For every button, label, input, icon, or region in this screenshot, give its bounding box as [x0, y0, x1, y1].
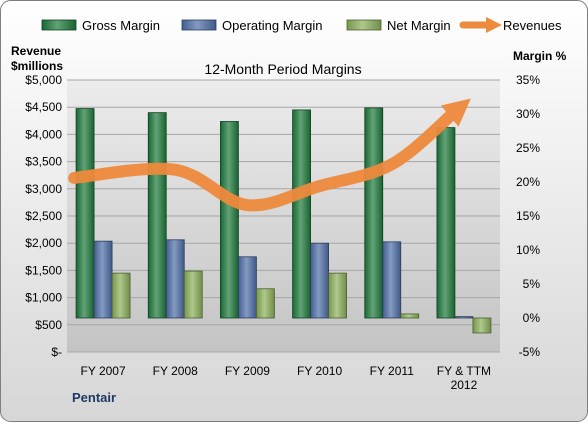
legend-label: Gross Margin: [82, 18, 160, 33]
right-tick-label: 30%: [516, 107, 540, 121]
legend-swatch: [181, 19, 217, 31]
left-axis-title-line-2: $millions: [11, 59, 63, 73]
category-label: FY 2011: [370, 364, 415, 378]
right-tick-label: 25%: [516, 141, 540, 155]
bar-operating-margin: [238, 256, 257, 319]
left-tick-label: $-: [51, 345, 62, 359]
bar-gross-margin: [75, 108, 95, 319]
bar-gross-margin: [220, 121, 239, 319]
bars: [75, 107, 492, 334]
company-label: Pentair: [72, 390, 116, 405]
bar-operating-margin: [310, 242, 329, 319]
left-tick-label: $2,500: [25, 209, 62, 223]
bar-net-margin: [183, 270, 203, 319]
bar-operating-margin: [382, 241, 402, 319]
left-tick-label: $1,000: [25, 291, 62, 305]
revenues-line: [68, 98, 471, 212]
category-label: FY 2009: [225, 364, 270, 378]
bar-gross-margin: [364, 107, 384, 319]
right-tick-label: 15%: [516, 209, 540, 223]
category-label: FY & TTM: [437, 364, 491, 378]
legend-swatch: [41, 19, 77, 31]
revenue-line: [68, 98, 471, 212]
bar-net-margin: [256, 288, 275, 319]
chart-title: 12-Month Period Margins: [204, 61, 361, 77]
right-tick-label: 5%: [523, 277, 541, 291]
category-label: FY 2008: [153, 364, 198, 378]
bar-operating-margin: [165, 239, 185, 319]
bar-gross-margin: [147, 112, 167, 319]
right-tick-label: 35%: [516, 73, 540, 87]
bar-net-margin: [111, 272, 131, 319]
bar-gross-margin: [292, 109, 311, 319]
bar-operating-margin: [454, 316, 474, 319]
left-tick-label: $500: [35, 318, 62, 332]
bar-net-margin: [328, 272, 347, 319]
legend-label: Operating Margin: [222, 18, 322, 33]
legend-label: Revenues: [503, 18, 562, 33]
left-tick-label: $4,000: [25, 127, 62, 141]
right-tick-label: 10%: [516, 243, 540, 257]
gridlines: [67, 79, 500, 353]
left-tick-label: $2,000: [25, 236, 62, 250]
left-tick-label: $5,000: [25, 73, 62, 87]
right-tick-label: -5%: [519, 345, 541, 359]
category-label: 2012: [451, 378, 478, 392]
legend: Gross Margin Operating Margin Net Margin Re…: [41, 16, 562, 34]
category-label: FY 2007: [81, 364, 126, 378]
bar-net-margin: [472, 317, 492, 334]
bar-gross-margin: [436, 127, 456, 319]
left-tick-label: $3,500: [25, 155, 62, 169]
legend-label: Net Margin: [387, 18, 451, 33]
legend-swatch: [346, 19, 382, 31]
category-label: FY 2010: [297, 364, 342, 378]
right-tick-label: 20%: [516, 175, 540, 189]
right-tick-label: 0%: [523, 311, 541, 325]
left-tick-label: $3,000: [25, 182, 62, 196]
left-tick-label: $1,500: [25, 263, 62, 277]
bar-net-margin: [400, 313, 420, 319]
axes: $- $500 $1,000 $1,500 $2,000 $2,500 $3,000 $3,5…: [25, 73, 540, 392]
bar-operating-margin: [93, 240, 113, 319]
left-axis-title-line-1: Revenue: [11, 44, 61, 58]
right-axis-title: Margin %: [513, 49, 567, 63]
left-tick-label: $4,500: [25, 100, 62, 114]
